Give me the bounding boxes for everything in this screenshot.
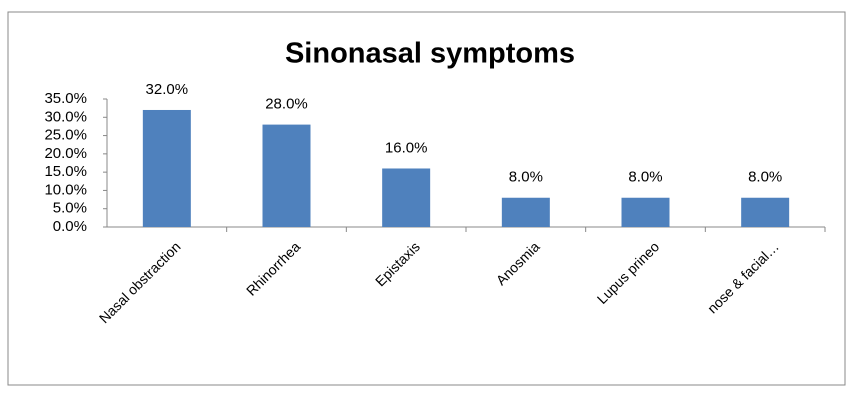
bar — [621, 197, 670, 227]
y-tick-label: 15.0% — [44, 163, 87, 180]
y-tick-label: 25.0% — [44, 127, 87, 144]
y-tick-label: 30.0% — [44, 108, 87, 125]
y-tick-label: 5.0% — [53, 200, 87, 217]
bar — [501, 197, 550, 227]
y-tick-label: 35.0% — [44, 90, 87, 107]
value-label: 28.0% — [265, 96, 308, 113]
bar — [382, 168, 431, 227]
value-label: 16.0% — [385, 139, 428, 156]
value-label: 8.0% — [628, 169, 662, 186]
y-tick-label: 0.0% — [53, 218, 87, 235]
value-label: 32.0% — [146, 81, 189, 98]
chart-title: Sinonasal symptoms — [285, 38, 575, 70]
value-label: 8.0% — [748, 169, 782, 186]
bar — [262, 124, 311, 227]
y-tick-label: 10.0% — [44, 181, 87, 198]
bar — [142, 109, 191, 227]
value-label: 8.0% — [509, 169, 543, 186]
bar — [741, 197, 790, 227]
y-tick-label: 20.0% — [44, 145, 87, 162]
